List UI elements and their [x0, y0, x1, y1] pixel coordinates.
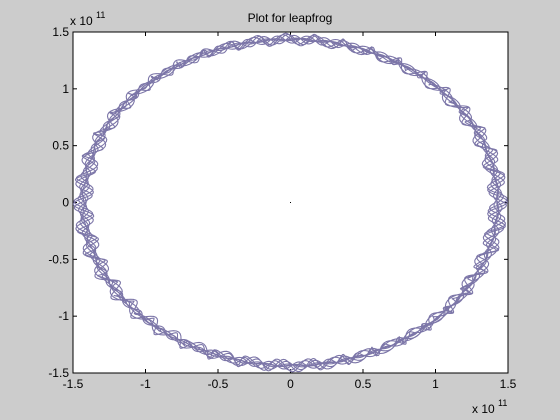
y-tick-label: 0: [62, 196, 69, 210]
y-tick-label: -1.5: [48, 366, 69, 380]
x-tick-label: 1.5: [500, 377, 517, 391]
x-multiplier-exponent: 11: [498, 398, 507, 408]
chart-title: Plot for leapfrog: [248, 11, 333, 25]
y-tick-label: 0.5: [52, 139, 69, 153]
y-tick-label: 1: [62, 82, 69, 96]
y-tick-label: -0.5: [48, 252, 69, 266]
x-tick-label: 0.5: [355, 377, 372, 391]
center-point: [290, 202, 291, 203]
x-tick-label: -1: [140, 377, 151, 391]
y-tick-label: -1: [58, 309, 69, 323]
x-multiplier-base: x 10: [472, 402, 495, 416]
x-tick-label: 1: [432, 377, 439, 391]
x-tick-label: 0: [287, 377, 294, 391]
x-tick-label: -0.5: [208, 377, 229, 391]
y-multiplier-exponent: 11: [96, 10, 105, 20]
y-tick-label: 1.5: [52, 25, 69, 39]
y-multiplier-base: x 10: [70, 14, 93, 28]
